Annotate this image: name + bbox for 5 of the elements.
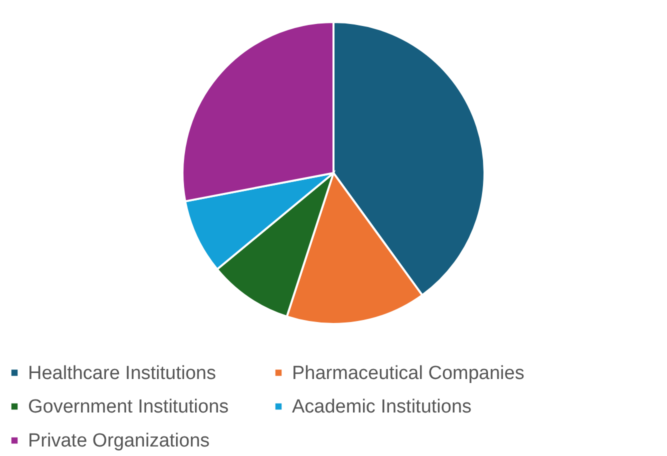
legend-label: Academic Institutions bbox=[292, 396, 472, 418]
legend-label: Private Organizations bbox=[28, 430, 210, 452]
legend-label: Healthcare Institutions bbox=[28, 362, 216, 384]
legend-label: Pharmaceutical Companies bbox=[292, 362, 524, 384]
legend-label: Government Institutions bbox=[28, 396, 229, 418]
